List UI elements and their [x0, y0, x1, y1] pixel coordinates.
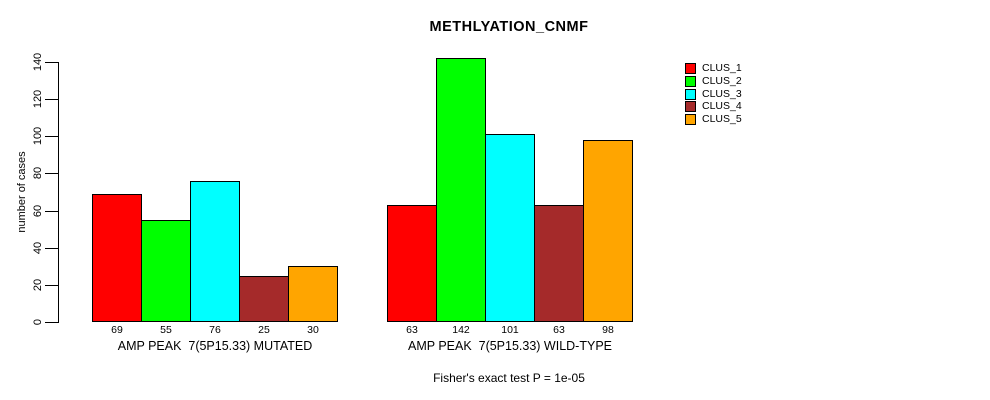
legend-swatch-clus_4 [685, 101, 696, 113]
legend-label: CLUS_5 [702, 113, 742, 126]
y-tick-mark [45, 248, 58, 249]
y-tick-label: 20 [32, 278, 44, 292]
y-tick-label: 60 [32, 204, 44, 218]
bar-value-label: 101 [501, 324, 519, 336]
bar-clus_5-group1 [288, 266, 338, 322]
legend-item-clus_4: CLUS_4 [685, 100, 742, 113]
legend-item-clus_5: CLUS_5 [685, 113, 742, 126]
bar-value-label: 55 [160, 324, 172, 336]
chart-title: METHLYATION_CNMF [429, 19, 589, 35]
y-tick-label: 120 [32, 89, 44, 109]
legend-swatch-clus_5 [685, 114, 696, 126]
legend-swatch-clus_1 [685, 63, 696, 74]
y-tick-mark [45, 136, 58, 137]
bar-value-label: 69 [111, 324, 123, 336]
legend-item-clus_3: CLUS_3 [685, 87, 742, 100]
legend-swatch-clus_3 [685, 88, 696, 100]
legend-swatch-clus_2 [685, 75, 696, 87]
bar-clus_5-group2 [583, 140, 633, 322]
bar-clus_4-group2 [534, 205, 584, 322]
bar-value-label: 142 [452, 324, 470, 336]
bar-clus_4-group1 [239, 276, 289, 322]
y-tick-mark [45, 211, 58, 212]
y-axis-line [58, 62, 59, 323]
y-tick-label: 0 [32, 318, 44, 326]
y-tick-mark [45, 62, 58, 63]
bar-value-label: 63 [553, 324, 565, 336]
bar-value-label: 25 [258, 324, 270, 336]
legend-label: CLUS_4 [702, 100, 742, 113]
legend-label: CLUS_1 [702, 62, 742, 74]
y-tick-label: 80 [32, 166, 44, 180]
legend-label: CLUS_3 [702, 87, 742, 100]
bar-value-label: 98 [602, 324, 614, 336]
y-tick-mark [45, 173, 58, 174]
y-tick-mark [45, 99, 58, 100]
bar-clus_2-group2 [436, 58, 486, 322]
bar-clus_3-group1 [190, 181, 240, 322]
y-tick-label: 140 [32, 52, 44, 72]
legend-item-clus_1: CLUS_1 [685, 63, 742, 74]
x-group-label: AMP PEAK 7(5P15.33) WILD-TYPE [407, 339, 612, 353]
legend-label: CLUS_2 [702, 74, 742, 87]
bar-value-label: 76 [209, 324, 221, 336]
fisher-test-annotation: Fisher's exact test P = 1e-05 [433, 371, 585, 385]
x-group-label: AMP PEAK 7(5P15.33) MUTATED [117, 339, 313, 353]
y-tick-mark [45, 322, 58, 323]
y-tick-label: 100 [32, 126, 44, 146]
y-tick-label: 40 [32, 241, 44, 255]
bar-clus_2-group1 [141, 220, 191, 322]
bar-value-label: 63 [406, 324, 418, 336]
bar-value-label: 30 [307, 324, 319, 336]
bar-clus_1-group1 [92, 194, 142, 322]
bar-clus_1-group2 [387, 205, 437, 322]
y-axis-label: number of cases [16, 151, 28, 233]
legend-item-clus_2: CLUS_2 [685, 74, 742, 87]
y-tick-mark [45, 285, 58, 286]
bar-clus_3-group2 [485, 134, 535, 322]
